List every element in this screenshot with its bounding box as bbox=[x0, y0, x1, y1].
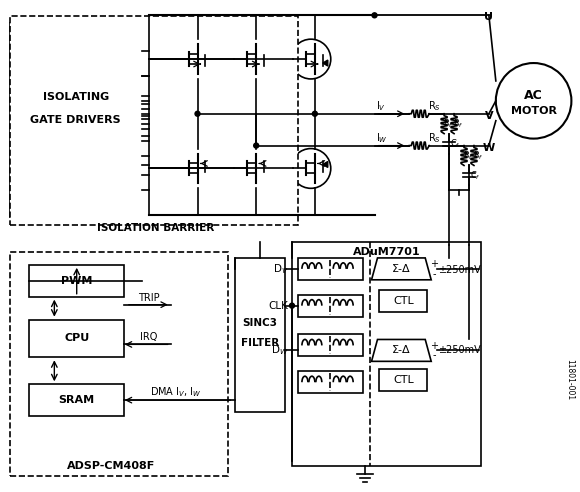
Text: C$_f$: C$_f$ bbox=[450, 137, 461, 150]
Polygon shape bbox=[205, 60, 211, 66]
Text: SRAM: SRAM bbox=[59, 395, 95, 405]
Bar bbox=[10, 16, 298, 225]
Bar bbox=[298, 335, 362, 356]
Circle shape bbox=[195, 111, 200, 116]
Text: -: - bbox=[433, 269, 436, 278]
Bar bbox=[298, 295, 362, 316]
Text: ISOLATION BARRIER: ISOLATION BARRIER bbox=[97, 223, 215, 233]
Polygon shape bbox=[205, 161, 211, 167]
Bar bbox=[298, 371, 362, 393]
Text: FILTER: FILTER bbox=[241, 338, 280, 348]
Text: ADSP-CM408F: ADSP-CM408F bbox=[67, 461, 155, 471]
Bar bbox=[235, 258, 285, 412]
Text: SINC3: SINC3 bbox=[242, 318, 278, 328]
Circle shape bbox=[289, 303, 295, 308]
Bar bbox=[30, 384, 124, 416]
Text: D$_W$: D$_W$ bbox=[270, 343, 288, 357]
Text: PWM: PWM bbox=[61, 276, 92, 286]
Text: CLK: CLK bbox=[268, 301, 288, 310]
Text: D$_V$: D$_V$ bbox=[273, 262, 288, 276]
Text: I$_V$: I$_V$ bbox=[376, 99, 386, 113]
Text: Σ-Δ: Σ-Δ bbox=[392, 264, 411, 274]
Bar bbox=[10, 252, 229, 476]
Text: R$_f$: R$_f$ bbox=[463, 149, 473, 162]
Bar bbox=[379, 290, 427, 311]
Text: R$_f$: R$_f$ bbox=[452, 118, 463, 130]
Text: R$_f$: R$_f$ bbox=[443, 118, 454, 130]
Text: CPU: CPU bbox=[64, 334, 89, 343]
Circle shape bbox=[253, 143, 259, 148]
Polygon shape bbox=[264, 60, 269, 66]
Circle shape bbox=[372, 13, 377, 18]
Text: +: + bbox=[430, 340, 438, 351]
Text: ADuM7701: ADuM7701 bbox=[353, 247, 420, 257]
Text: MOTOR: MOTOR bbox=[510, 106, 557, 116]
Text: U: U bbox=[484, 12, 494, 22]
Text: +: + bbox=[430, 259, 438, 269]
Circle shape bbox=[195, 111, 200, 116]
Text: Σ-Δ: Σ-Δ bbox=[392, 345, 411, 355]
Text: 11801-001: 11801-001 bbox=[565, 359, 574, 400]
Text: R$_f$: R$_f$ bbox=[473, 149, 483, 162]
Text: ±250mV: ±250mV bbox=[438, 265, 480, 275]
Text: W: W bbox=[483, 143, 495, 153]
Bar bbox=[30, 265, 124, 297]
Text: R$_S$: R$_S$ bbox=[427, 131, 441, 145]
Text: ±250mV: ±250mV bbox=[438, 345, 480, 355]
Bar bbox=[10, 23, 142, 217]
Bar bbox=[298, 258, 362, 280]
Text: C$_f$: C$_f$ bbox=[470, 169, 480, 182]
Bar bbox=[30, 320, 124, 357]
Polygon shape bbox=[323, 161, 328, 167]
Text: DMA I$_V$, I$_W$: DMA I$_V$, I$_W$ bbox=[150, 385, 201, 399]
Bar bbox=[379, 369, 427, 391]
Text: CTL: CTL bbox=[393, 375, 414, 385]
Text: AC: AC bbox=[524, 90, 543, 102]
Text: -: - bbox=[433, 350, 436, 360]
Text: R$_S$: R$_S$ bbox=[427, 99, 441, 113]
Polygon shape bbox=[323, 60, 328, 66]
Text: IRQ: IRQ bbox=[140, 333, 158, 342]
Text: CTL: CTL bbox=[393, 296, 414, 306]
Polygon shape bbox=[264, 161, 269, 167]
Text: V: V bbox=[484, 111, 493, 121]
Text: ISOLATING: ISOLATING bbox=[42, 92, 109, 102]
Text: I$_W$: I$_W$ bbox=[375, 131, 387, 145]
Circle shape bbox=[253, 111, 259, 116]
Text: TRIP: TRIP bbox=[138, 293, 160, 303]
Text: GATE DRIVERS: GATE DRIVERS bbox=[30, 115, 121, 125]
Bar bbox=[292, 242, 481, 466]
Circle shape bbox=[313, 111, 317, 116]
